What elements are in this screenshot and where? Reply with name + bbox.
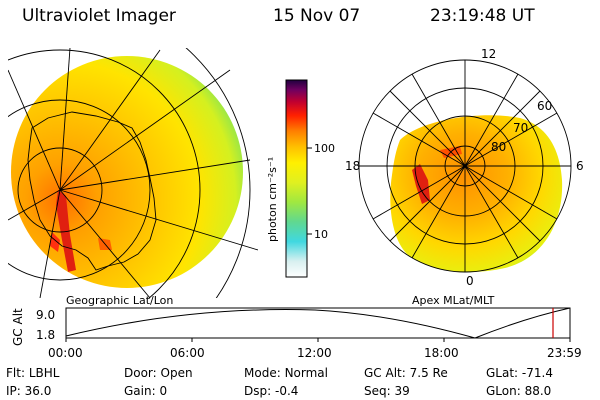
status-gain: Gain: 0: [124, 384, 167, 398]
altitude-xtick-1800: 18:00: [424, 346, 459, 360]
status-gcalt-label: GC Alt:: [364, 366, 406, 380]
apex-panel-label: Apex MLat/MLT: [412, 294, 495, 307]
status-dsp-value: -0.4: [274, 384, 299, 398]
apex-ring-80: 80: [491, 140, 506, 154]
altitude-plot-frame: [65, 307, 571, 339]
colorbar-tick-100: 100: [314, 142, 335, 155]
apex-clock-6: 6: [576, 159, 584, 173]
altitude-strip: [65, 307, 571, 342]
date-label: 15 Nov 07: [273, 6, 361, 26]
altitude-xtick-0600: 06:00: [170, 346, 205, 360]
time-label: 23:19:48 UT: [430, 6, 535, 26]
status-flt-label: Flt:: [6, 366, 25, 380]
status-ip-label: IP:: [6, 384, 21, 398]
altitude-ytick-bottom: 1.8: [36, 328, 55, 342]
status-flt: Flt: LBHL: [6, 366, 59, 380]
geographic-emission-disk: [11, 56, 243, 288]
status-glat-value: -71.4: [521, 366, 553, 380]
colorbar-tick-10: 10: [314, 228, 328, 241]
altitude-ylabel: GC Alt: [11, 308, 25, 346]
apex-clock-12: 12: [481, 47, 496, 61]
status-seq-label: Seq:: [364, 384, 391, 398]
status-dsp-label: Dsp:: [244, 384, 272, 398]
status-glon: GLon: 88.0: [486, 384, 551, 398]
status-gain-label: Gain:: [124, 384, 156, 398]
altitude-ytick-top: 9.0: [36, 308, 55, 322]
apex-polar-map: [358, 59, 572, 273]
status-mode-label: Mode:: [244, 366, 281, 380]
colorbar-unit-label: photon cm⁻²s⁻¹: [266, 157, 279, 242]
altitude-xtick-2359: 23:59: [547, 346, 582, 360]
status-door: Door: Open: [124, 366, 193, 380]
status-flt-value: LBHL: [28, 366, 60, 380]
status-seq-value: 39: [394, 384, 410, 398]
status-gcalt-value: 7.5 Re: [409, 366, 448, 380]
colorbar-scale: [285, 79, 308, 278]
colorbar: 100 10 photon cm⁻²s⁻¹: [266, 79, 335, 278]
status-seq: Seq: 39: [364, 384, 410, 398]
geographic-hotspot: [56, 190, 76, 272]
apex-emission-region: [390, 115, 563, 272]
geographic-panel-label: Geographic Lat/Lon: [66, 294, 173, 307]
apex-clock-18: 18: [345, 159, 360, 173]
status-ip-value: 36.0: [24, 384, 52, 398]
status-glat: GLat: -71.4: [486, 366, 553, 380]
apex-ring-60: 60: [537, 99, 552, 113]
geographic-map: [8, 48, 258, 298]
status-gcalt: GC Alt: 7.5 Re: [364, 366, 448, 380]
status-dsp: Dsp: -0.4: [244, 384, 298, 398]
status-gain-value: 0: [159, 384, 168, 398]
apex-clock-0: 0: [466, 274, 474, 288]
status-glon-label: GLon:: [486, 384, 521, 398]
apex-ring-70: 70: [513, 121, 528, 135]
instrument-title: Ultraviolet Imager: [22, 6, 176, 26]
status-door-value: Open: [160, 366, 193, 380]
status-door-label: Door:: [124, 366, 157, 380]
status-glon-value: 88.0: [524, 384, 552, 398]
altitude-curve: [65, 307, 571, 339]
altitude-xtick-0000: 00:00: [48, 346, 83, 360]
status-mode-value: Normal: [284, 366, 328, 380]
status-glat-label: GLat:: [486, 366, 519, 380]
status-mode: Mode: Normal: [244, 366, 328, 380]
status-ip: IP: 36.0: [6, 384, 51, 398]
altitude-xtick-1200: 12:00: [297, 346, 332, 360]
